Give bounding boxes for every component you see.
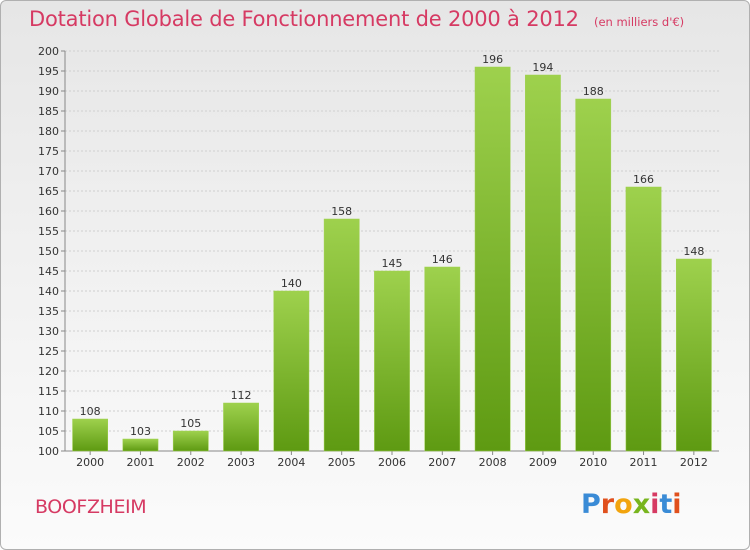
value-label-2003: 112 xyxy=(231,389,252,402)
y-tick-label: 155 xyxy=(38,225,59,238)
bar-2000 xyxy=(72,418,109,452)
y-tick-label: 200 xyxy=(38,45,59,58)
bar-2004 xyxy=(273,290,310,452)
bar-2011 xyxy=(625,186,662,452)
x-tick-label-2004: 2004 xyxy=(277,456,305,469)
y-tick-label: 180 xyxy=(38,125,59,138)
x-tick-label-2005: 2005 xyxy=(328,456,356,469)
y-tick-label: 100 xyxy=(38,445,59,458)
logo-letter: i xyxy=(672,489,682,520)
chart-title: Dotation Globale de Fonctionnement de 20… xyxy=(29,7,579,31)
bar-2002 xyxy=(172,430,209,452)
y-tick-label: 185 xyxy=(38,105,59,118)
value-label-2009: 194 xyxy=(532,61,553,74)
logo-letter: x xyxy=(632,489,651,520)
value-label-2004: 140 xyxy=(281,277,302,290)
x-tick-label-2012: 2012 xyxy=(680,456,708,469)
y-tick-label: 170 xyxy=(38,165,59,178)
bar-2012 xyxy=(675,258,712,452)
title-row: Dotation Globale de Fonctionnement de 20… xyxy=(29,7,684,31)
y-tick-label: 105 xyxy=(38,425,59,438)
bar-2006 xyxy=(374,270,410,452)
y-tick-label: 160 xyxy=(38,205,59,218)
y-tick-label: 120 xyxy=(38,365,59,378)
bar-2003 xyxy=(223,402,259,452)
x-tick-label-2003: 2003 xyxy=(227,456,255,469)
proxiti-logo: Proxiti xyxy=(581,489,682,520)
y-tick-label: 145 xyxy=(38,265,59,278)
logo-letter: P xyxy=(581,489,601,520)
logo-letter: o xyxy=(614,489,633,520)
value-label-2000: 108 xyxy=(80,405,101,418)
y-tick-label: 115 xyxy=(38,385,59,398)
x-tick-label-2001: 2001 xyxy=(126,456,154,469)
logo-letter: t xyxy=(659,489,673,520)
x-tick-label-2000: 2000 xyxy=(76,456,104,469)
value-label-2008: 196 xyxy=(482,53,503,66)
x-tick-label-2006: 2006 xyxy=(378,456,406,469)
label-layer: 108 2000 103 2001 105 2002 112 2003 140 2004 158 20… xyxy=(76,53,708,469)
x-tick-label-2011: 2011 xyxy=(630,456,658,469)
x-tick-label-2002: 2002 xyxy=(177,456,205,469)
x-tick-label-2009: 2009 xyxy=(529,456,557,469)
value-label-2012: 148 xyxy=(683,245,704,258)
logo-letter: i xyxy=(650,489,660,520)
y-tick-label: 165 xyxy=(38,185,59,198)
value-label-2001: 103 xyxy=(130,425,151,438)
y-tick-label: 125 xyxy=(38,345,59,358)
bar-2001 xyxy=(122,438,159,452)
y-tick-label: 175 xyxy=(38,145,59,158)
logo-letter: r xyxy=(600,489,615,520)
bar-2007 xyxy=(424,266,461,452)
x-tick-label-2010: 2010 xyxy=(579,456,607,469)
x-tick-label-2007: 2007 xyxy=(428,456,456,469)
value-label-2007: 146 xyxy=(432,253,453,266)
bar-2008 xyxy=(474,66,511,452)
value-label-2002: 105 xyxy=(180,417,201,430)
value-label-2006: 145 xyxy=(382,257,403,270)
y-tick-label: 140 xyxy=(38,285,59,298)
bar-layer xyxy=(72,66,712,452)
y-tick-label: 135 xyxy=(38,305,59,318)
axis-layer: 100 105 110 115 120 125 130 135 140 145 150 155 160 1… xyxy=(38,45,719,458)
bar-2009 xyxy=(525,74,561,452)
y-tick-label: 190 xyxy=(38,85,59,98)
bar-2005 xyxy=(323,218,360,452)
chart-subtitle: (en milliers d'€) xyxy=(593,15,685,29)
y-tick-label: 110 xyxy=(38,405,59,418)
value-label-2011: 166 xyxy=(633,173,654,186)
y-tick-label: 130 xyxy=(38,325,59,338)
y-tick-label: 195 xyxy=(38,65,59,78)
value-label-2005: 158 xyxy=(331,205,352,218)
x-tick-label-2008: 2008 xyxy=(479,456,507,469)
value-label-2010: 188 xyxy=(583,85,604,98)
y-tick-label: 150 xyxy=(38,245,59,258)
commune-name: BOOFZHEIM xyxy=(35,496,147,518)
bar-2010 xyxy=(575,98,612,452)
